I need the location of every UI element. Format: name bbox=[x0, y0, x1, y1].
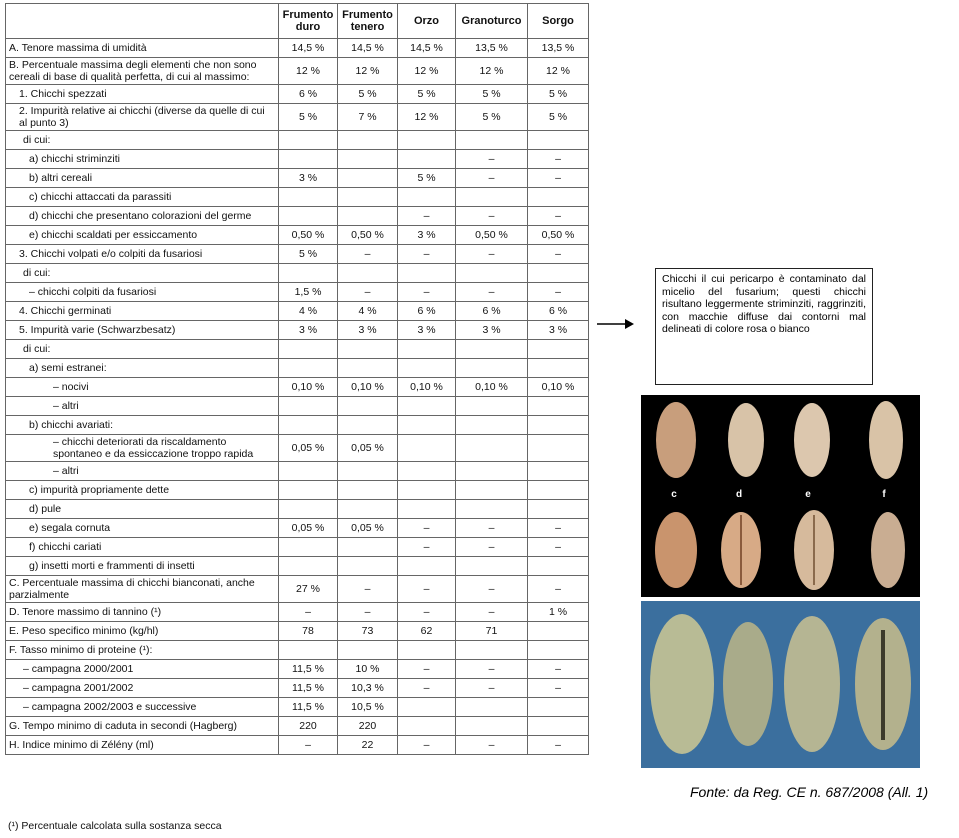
footnote: (¹) Percentuale calcolata sulla sostanza… bbox=[8, 820, 222, 832]
image-label: d bbox=[736, 489, 742, 500]
arrow bbox=[597, 319, 634, 329]
row-label: 2. Impurità relative ai chicchi (diverse… bbox=[5, 103, 279, 131]
cell: 0,10 % bbox=[397, 377, 456, 397]
cell: – bbox=[527, 735, 589, 755]
row-label: b) chicchi avariati: bbox=[5, 415, 279, 435]
cell: 0,05 % bbox=[337, 434, 398, 462]
cell: 12 % bbox=[278, 57, 338, 85]
table-row: – campagna 2002/2003 e successive 11,5 % 1… bbox=[5, 697, 589, 717]
photo-blue bbox=[641, 601, 920, 768]
table-row: – campagna 2000/2001 11,5 % 10 % – – – bbox=[5, 659, 589, 679]
table-row: 1. Chicchi spezzati 6 % 5 % 5 % 5 % 5 % bbox=[5, 84, 589, 104]
cell: 12 % bbox=[337, 57, 398, 85]
table-row: A. Tenore massima di umidità 14,5 % 14,5 %… bbox=[5, 38, 589, 58]
row-label: F. Tasso minimo di proteine (¹): bbox=[5, 640, 279, 660]
cell: 6 % bbox=[527, 301, 589, 321]
table-body: A. Tenore massima di umidità 14,5 % 14,5 %… bbox=[5, 38, 589, 755]
table-row: d) pule bbox=[5, 499, 589, 519]
photo-black bbox=[641, 395, 920, 597]
row-label: D. Tenore massimo di tannino (¹) bbox=[5, 602, 279, 622]
row-label: e) chicchi scaldati per essiccamento bbox=[5, 225, 279, 245]
cell: 5 % bbox=[397, 84, 456, 104]
row-label: H. Indice minimo di Zélény (ml) bbox=[5, 735, 279, 755]
cell: 22 bbox=[337, 735, 398, 755]
row-label: 5. Impurità varie (Schwarzbesatz) bbox=[5, 320, 279, 340]
table-row: di cui: bbox=[5, 263, 589, 283]
cell: 0,50 % bbox=[337, 225, 398, 245]
cell: 13,5 % bbox=[455, 38, 528, 58]
table-row: – altri bbox=[5, 461, 589, 481]
row-label: – campagna 2001/2002 bbox=[5, 678, 279, 698]
row-label: c) impurità propriamente dette bbox=[5, 480, 279, 500]
cell: 3 % bbox=[527, 320, 589, 340]
table-row: – chicchi colpiti da fusariosi 1,5 % – – – – bbox=[5, 282, 589, 302]
image-label: e bbox=[805, 489, 811, 500]
table-row: H. Indice minimo di Zélény (ml) –22– – – bbox=[5, 735, 589, 755]
cell bbox=[527, 434, 589, 462]
column-header: Orzo bbox=[397, 3, 456, 39]
table-row: 3. Chicchi volpati e/o colpiti da fusari… bbox=[5, 244, 589, 264]
row-label: – chicchi deteriorati da riscaldamento s… bbox=[5, 434, 279, 462]
table-row: 2. Impurità relative ai chicchi (diverse… bbox=[5, 103, 589, 131]
table-row: – chicchi deteriorati da riscaldamento s… bbox=[5, 434, 589, 462]
image-label: c bbox=[671, 489, 677, 500]
row-label: G. Tempo minimo di caduta in secondi (Ha… bbox=[5, 716, 279, 736]
cell: 10 % bbox=[337, 659, 398, 679]
cell: 5 % bbox=[527, 103, 589, 131]
cell: – bbox=[397, 575, 456, 603]
table-row: b) chicchi avariati: bbox=[5, 415, 589, 435]
table-row: C. Percentuale massima di chicchi bianco… bbox=[5, 575, 589, 603]
cell: 11,5 % bbox=[278, 678, 338, 698]
table-row: F. Tasso minimo di proteine (¹): bbox=[5, 640, 589, 660]
cell: 12 % bbox=[397, 57, 456, 85]
note-box: Chicchi il cui pericarpo è contaminato d… bbox=[655, 268, 873, 385]
cell: 5 % bbox=[455, 103, 528, 131]
source: Fonte: da Reg. CE n. 687/2008 (All. 1) bbox=[690, 784, 929, 800]
cell: 0,10 % bbox=[337, 377, 398, 397]
cell: 12 % bbox=[397, 103, 456, 131]
table-row: e) chicchi scaldati per essiccamento 0,50… bbox=[5, 225, 589, 245]
cell: – bbox=[527, 575, 589, 603]
table-row: – nocivi 0,10 % 0,10 % 0,10 % 0,10 % 0,10 % bbox=[5, 377, 589, 397]
table-row: – campagna 2001/2002 11,5 % 10,3 % – – – bbox=[5, 678, 589, 698]
table-row: b) altri cereali 3 % 5 % – – bbox=[5, 168, 589, 188]
row-label: A. Tenore massima di umidità bbox=[5, 38, 279, 58]
row-label: c) chicchi attaccati da parassiti bbox=[5, 187, 279, 207]
row-label: C. Percentuale massima di chicchi bianco… bbox=[5, 575, 279, 603]
table-row: 5. Impurità varie (Schwarzbesatz) 3 % 3 % 3… bbox=[5, 320, 589, 340]
row-label: B. Percentuale massima degli elementi ch… bbox=[5, 57, 279, 85]
image-label: f bbox=[882, 489, 886, 500]
table-row: D. Tenore massimo di tannino (¹) – – – –1 % bbox=[5, 602, 589, 622]
cell: 5 % bbox=[278, 244, 338, 264]
table-row: g) insetti morti e frammenti di insetti bbox=[5, 556, 589, 576]
cell: 0,50 % bbox=[278, 225, 338, 245]
cell: 220 bbox=[337, 716, 398, 736]
grain-table: Frumento duro Frumento tenero Orzo Granotur… bbox=[5, 3, 589, 755]
table-row: G. Tempo minimo di caduta in secondi (Ha… bbox=[5, 716, 589, 736]
table-row: E. Peso specifico minimo (kg/hl) 78 73 62 71 bbox=[5, 621, 589, 641]
table-row: B. Percentuale massima degli elementi ch… bbox=[5, 57, 589, 85]
table-row: c) chicchi attaccati da parassiti bbox=[5, 187, 589, 207]
cell: 5 % bbox=[278, 103, 338, 131]
cell: 0,50 % bbox=[527, 225, 589, 245]
cell: 14,5 % bbox=[397, 38, 456, 58]
table-row: a) chicchi striminziti – – bbox=[5, 149, 589, 169]
